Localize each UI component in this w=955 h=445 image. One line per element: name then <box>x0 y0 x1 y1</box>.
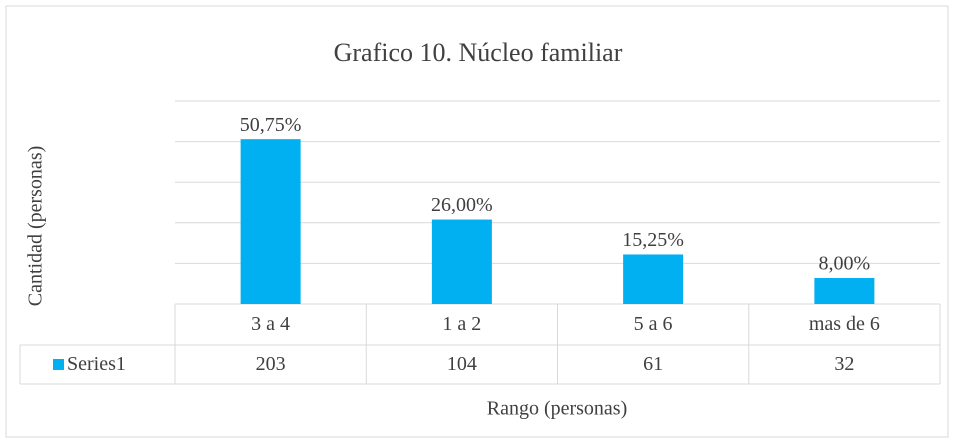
table-value: 61 <box>643 353 663 375</box>
x-axis-label: Rango (personas) <box>487 398 628 420</box>
bar <box>431 219 492 304</box>
table-value: 203 <box>256 353 286 375</box>
table-value: 104 <box>447 353 477 375</box>
bar <box>814 278 875 304</box>
table-value: 32 <box>834 353 854 375</box>
legend-label: Series1 <box>67 353 126 375</box>
x-tick-label: 5 a 6 <box>634 313 673 335</box>
data-label: 15,25% <box>622 229 684 251</box>
legend-key <box>53 359 64 370</box>
chart-title: Grafico 10. Núcleo familiar <box>334 38 623 67</box>
bar <box>623 254 684 304</box>
x-tick-label: mas de 6 <box>809 313 880 335</box>
x-tick-label: 3 a 4 <box>251 313 290 335</box>
bar <box>240 139 301 304</box>
y-axis-label: Cantidad (personas) <box>25 146 47 307</box>
data-label: 26,00% <box>431 194 493 216</box>
data-label: 50,75% <box>240 114 302 136</box>
x-tick-label: 1 a 2 <box>442 313 481 335</box>
data-label: 8,00% <box>819 253 871 275</box>
